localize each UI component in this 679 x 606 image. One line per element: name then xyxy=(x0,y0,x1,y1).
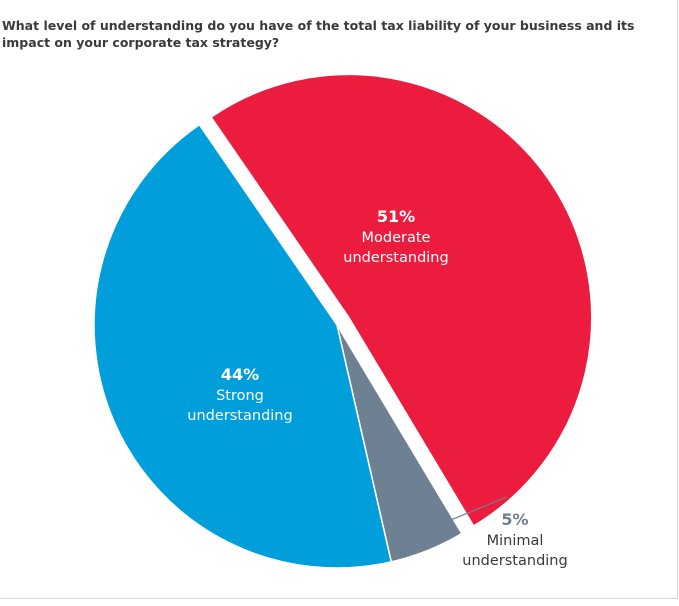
slice-label: 5% Minimal understanding xyxy=(462,510,567,569)
slice-category-label: understanding xyxy=(462,553,567,569)
pie-slices xyxy=(93,73,593,569)
leader-line xyxy=(420,496,508,533)
pie-slice xyxy=(210,73,593,527)
slice-category-label: Moderate xyxy=(362,230,431,246)
slice-value-label: 51% xyxy=(377,207,415,226)
slice-value-label: 44% xyxy=(221,365,259,384)
slice-label: 51% Moderate understanding xyxy=(343,207,448,266)
slice-category-label: Minimal xyxy=(487,533,544,549)
pie-slice xyxy=(93,123,393,569)
slice-label: 44% Strong understanding xyxy=(187,365,292,424)
leader-lines xyxy=(420,496,508,533)
slice-labels: 51% Moderate understanding 5% Minimal underst… xyxy=(187,207,567,569)
slice-category-label: understanding xyxy=(187,408,292,424)
chart-title: What level of understanding do you have … xyxy=(2,18,635,50)
slice-category-label: Strong xyxy=(216,388,264,404)
slice-value-label: 5% xyxy=(501,510,528,529)
slice-category-label: understanding xyxy=(343,250,448,266)
